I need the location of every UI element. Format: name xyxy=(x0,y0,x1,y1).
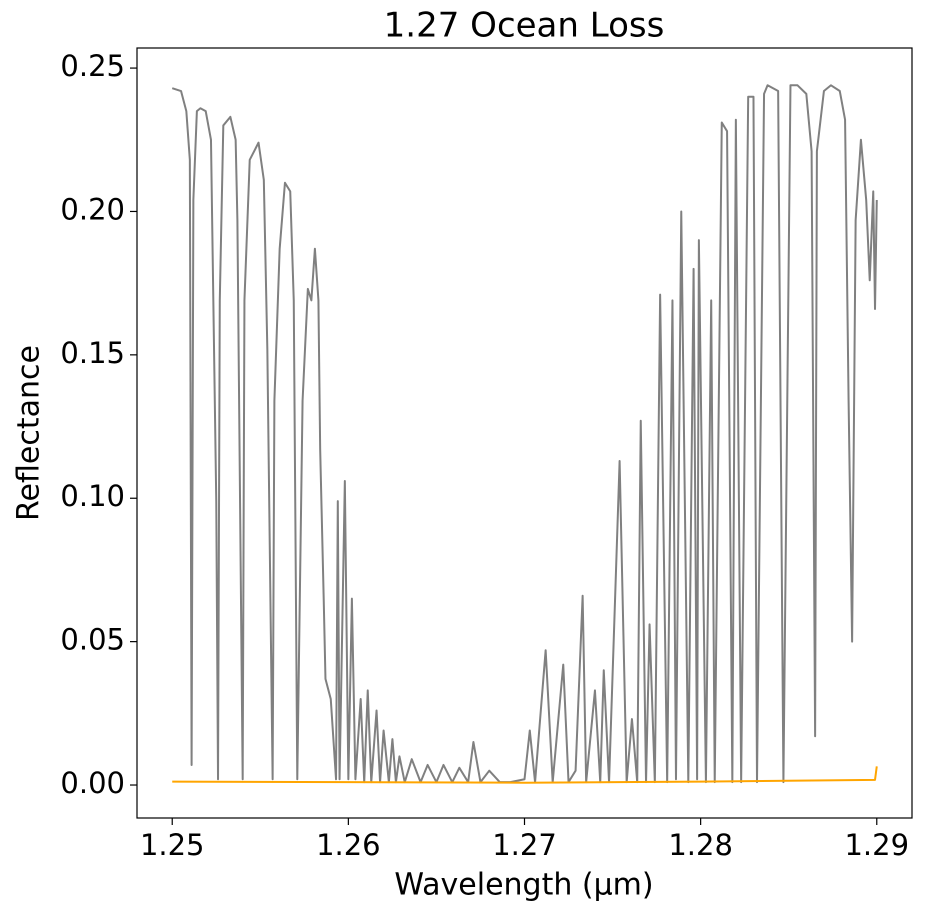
y-tick-label: 0.15 xyxy=(60,336,125,370)
x-tick-label: 1.25 xyxy=(140,828,205,862)
x-axis-label: Wavelength (μm) xyxy=(394,868,653,903)
plot-frame xyxy=(136,47,913,819)
x-tick-label: 1.28 xyxy=(668,828,733,862)
spectrum-line xyxy=(172,766,878,784)
y-tick-label: 0.00 xyxy=(60,766,125,800)
y-tick-label: 0.25 xyxy=(60,49,125,83)
x-tick-label: 1.26 xyxy=(316,828,381,862)
spectrum-line xyxy=(171,84,878,784)
x-tick-label: 1.27 xyxy=(492,828,557,862)
y-axis-label: Reflectance xyxy=(12,345,47,521)
y-tick-label: 0.20 xyxy=(60,192,125,226)
y-tick-label: 0.10 xyxy=(60,479,125,513)
chart-title: 1.27 Ocean Loss xyxy=(384,6,665,46)
x-tick-label: 1.29 xyxy=(844,828,909,862)
y-tick-label: 0.05 xyxy=(60,623,125,657)
